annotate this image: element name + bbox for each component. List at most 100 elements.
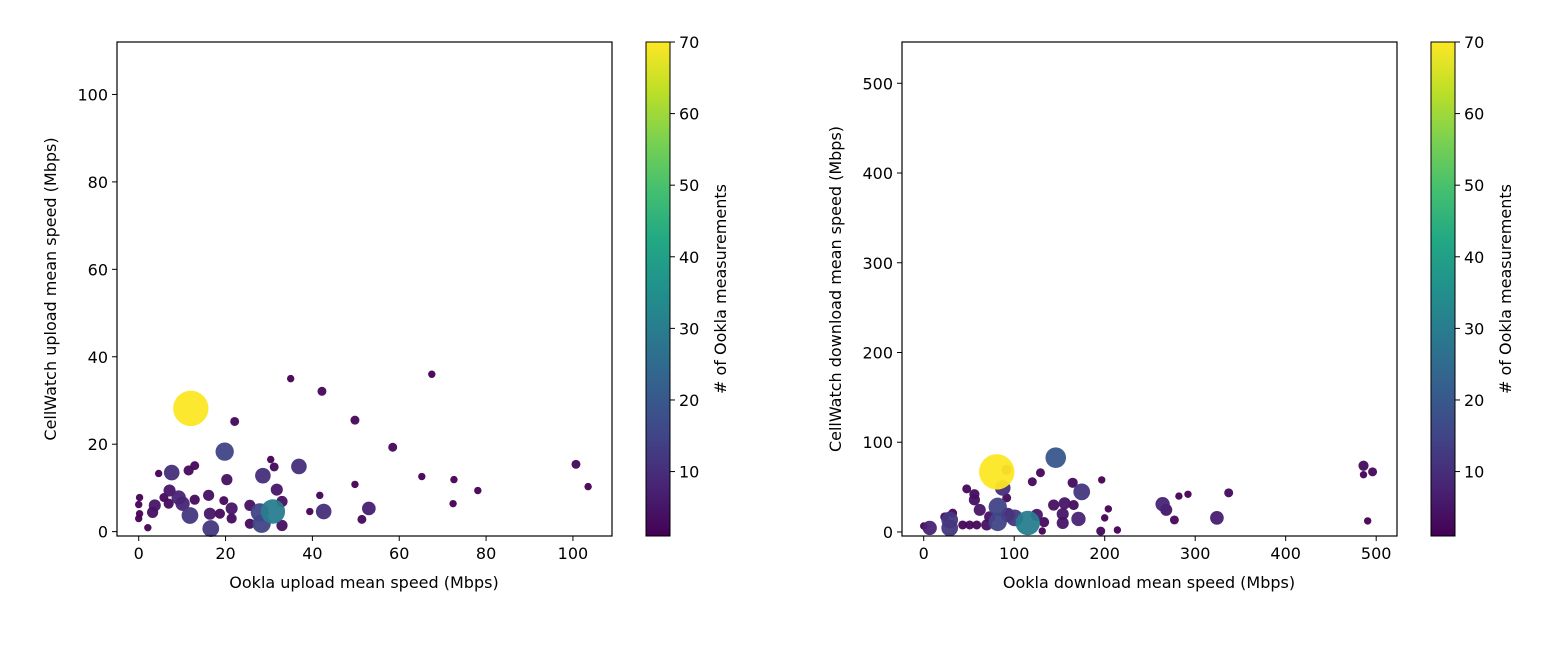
colorbar-tick-label: 50 [679,176,699,195]
data-point [965,520,975,530]
data-point [1096,526,1106,536]
y-tick-label: 60 [88,260,108,279]
data-point [1363,517,1372,525]
colorbar-tick-label: 30 [1464,319,1484,338]
data-point [173,390,209,427]
data-point [1045,447,1067,468]
data-point [1038,516,1050,528]
data-point [221,474,233,486]
data-point [148,499,161,512]
x-tick-label: 300 [1180,544,1211,563]
data-point [1175,492,1183,500]
data-point [1035,468,1045,478]
colorbar-tick-label: 70 [1464,33,1484,52]
data-point [988,512,1007,532]
data-point [270,483,283,496]
data-point [291,458,307,475]
data-point [1359,471,1368,479]
data-point [428,370,436,378]
y-tick-label: 100 [862,433,893,452]
data-point [1038,527,1046,535]
y-tick-label: 200 [862,343,893,362]
data-point [350,415,360,425]
colorbar-tick-label: 10 [679,463,699,482]
data-point [1071,511,1086,527]
y-tick-label: 0 [883,523,893,542]
data-point [1058,497,1071,510]
data-point [135,514,143,523]
data-point [215,442,234,461]
plot-frame [116,41,613,537]
data-point [450,475,458,484]
data-point [219,496,229,506]
colorbar-label: # of Ookla measurements [711,184,730,394]
y-tick-label: 20 [88,435,108,454]
data-point [267,455,275,464]
data-point [1015,510,1040,536]
data-point [1368,467,1378,477]
data-point [163,484,176,497]
data-point [226,513,237,524]
x-tick-label: 0 [134,544,144,563]
colorbar [645,41,671,537]
x-tick-label: 200 [1089,544,1120,563]
colorbar-tick-label: 40 [679,248,699,267]
data-point [958,520,968,530]
colorbar-tick-label: 20 [679,391,699,410]
data-point [1224,488,1234,498]
data-point [154,469,163,478]
data-point [144,523,152,532]
download-scatter-panel: Ookla download mean speed (Mbps) CellWat… [826,33,1515,592]
y-axis-label: CellWatch upload mean speed (Mbps) [41,137,60,440]
data-point [316,491,324,500]
data-point [163,498,174,509]
colorbar-tick-label: 30 [679,319,699,338]
data-point [214,508,225,519]
data-point [1155,496,1170,512]
data-point [260,499,286,524]
x-tick-label: 100 [999,544,1030,563]
data-point [1113,526,1122,534]
data-point [225,502,238,515]
data-point [584,482,592,491]
data-point [968,494,980,506]
plot-frame [901,41,1398,537]
upload-scatter-panel: Ookla upload mean speed (Mbps) CellWatch… [41,33,730,592]
data-point [135,500,143,509]
data-point [306,507,314,516]
data-point [315,503,332,520]
data-point [1056,507,1069,521]
data-point [1358,460,1369,471]
x-tick-label: 80 [476,544,496,563]
data-point [189,494,200,505]
points [920,447,1378,537]
data-point [357,514,367,524]
x-axis-label: Ookla download mean speed (Mbps) [1003,573,1295,592]
data-point [276,519,288,532]
colorbar-tick-label: 10 [1464,463,1484,482]
x-tick-label: 60 [389,544,409,563]
data-point [1104,505,1113,513]
data-point [972,520,982,530]
data-point [979,454,1015,490]
data-point [1048,499,1060,511]
data-point [941,519,959,537]
x-tick-label: 20 [215,544,235,563]
data-point [1098,476,1106,484]
y-tick-label: 40 [88,348,108,367]
points [135,370,592,537]
data-point [1002,493,1012,503]
x-tick-label: 100 [558,544,589,563]
data-point [1210,511,1224,525]
y-tick-label: 0 [98,523,108,542]
x-tick-label: 400 [1270,544,1301,563]
data-point [230,416,240,426]
data-point [988,497,1007,516]
data-point [255,467,271,484]
data-point [203,507,216,520]
data-point [922,520,937,536]
data-point [244,518,255,529]
y-tick-label: 400 [862,164,893,183]
colorbar-tick-label: 40 [1464,248,1484,267]
data-point [1169,515,1179,525]
